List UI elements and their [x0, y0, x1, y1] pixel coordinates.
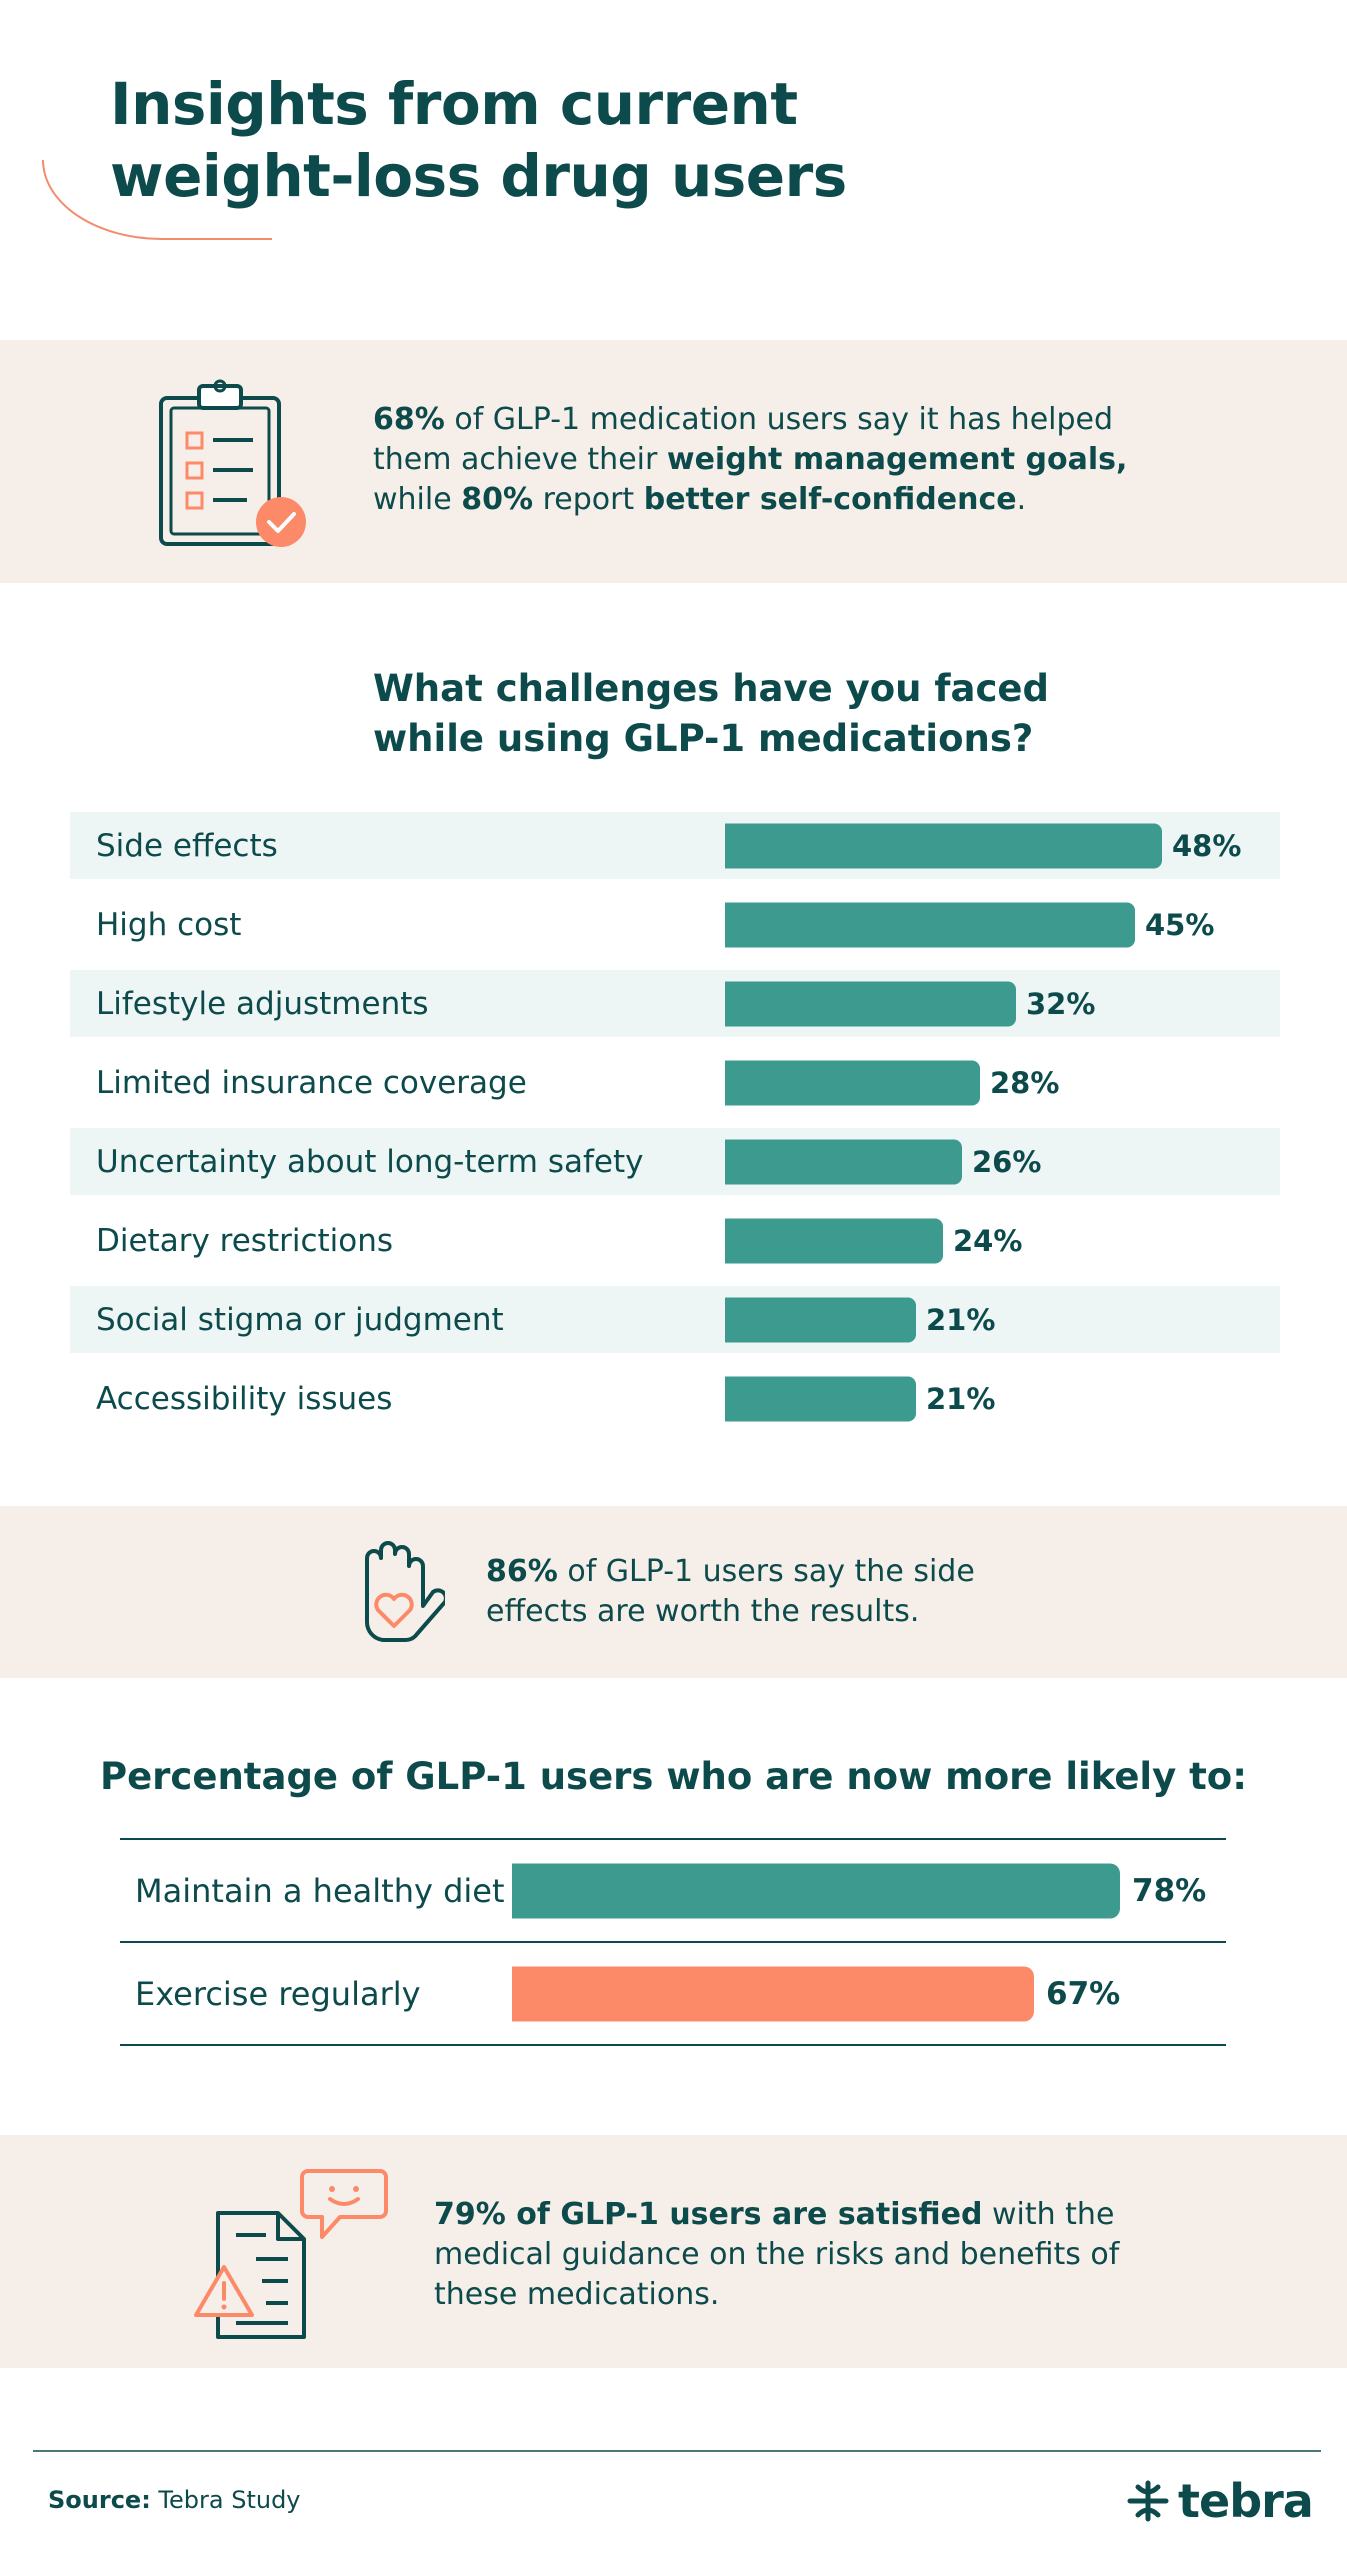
stat-goals-text: 68% of GLP-1 medication users say it has…	[373, 402, 1128, 517]
chart-row: Maintain a healthy diet 78%	[120, 1840, 1226, 1941]
chart-row: High cost 45%	[70, 885, 1280, 964]
bar	[725, 1139, 962, 1184]
category-label: High cost	[96, 906, 242, 943]
chart-row: Side effects 48%	[70, 812, 1280, 879]
header: Insights from current weight-loss drug u…	[0, 0, 1347, 290]
bar	[725, 1218, 943, 1263]
data-label: 48%	[1172, 828, 1242, 863]
chart-challenges: Side effects 48% High cost 45% Lifestyle adj…	[70, 806, 1280, 1438]
category-label: Social stigma or judgment	[96, 1301, 504, 1338]
stat-guidance-text: 79% of GLP-1 users are satisfied with th…	[434, 2197, 1120, 2312]
bar	[725, 981, 1016, 1026]
data-label: 21%	[926, 1381, 996, 1416]
data-label: 45%	[1145, 907, 1215, 942]
bar	[725, 1297, 916, 1342]
brand-name: tebra	[1178, 2474, 1314, 2528]
page-title: Insights from current weight-loss drug u…	[110, 70, 847, 210]
footer-divider	[33, 2450, 1321, 2452]
chart-row: Dietary restrictions 24%	[70, 1201, 1280, 1280]
chart-behaviors-title: Percentage of GLP-1 users who are now mo…	[99, 1755, 1248, 1798]
source-citation: Source: Tebra Study	[48, 2486, 301, 2514]
stat-band-goals: 68% of GLP-1 medication users say it has…	[0, 340, 1347, 583]
data-label: 21%	[926, 1302, 996, 1337]
category-label: Dietary restrictions	[96, 1222, 394, 1259]
clipboard-checklist-icon	[159, 379, 306, 547]
bar	[512, 1966, 1034, 2021]
chart-behaviors: Maintain a healthy diet 78% Exercise regul…	[120, 1838, 1226, 2046]
category-label: Limited insurance coverage	[96, 1064, 527, 1101]
category-label: Exercise regularly	[135, 1974, 421, 2013]
data-label: 28%	[990, 1065, 1060, 1100]
brand-logo: tebra	[1126, 2474, 1314, 2528]
bar	[725, 1376, 916, 1421]
bar	[512, 1863, 1120, 1918]
chart-row: Social stigma or judgment 21%	[70, 1286, 1280, 1353]
document-warning-icon	[194, 2211, 306, 2339]
chart-row: Accessibility issues 21%	[70, 1359, 1280, 1438]
category-label: Accessibility issues	[96, 1380, 393, 1417]
chart-row: Limited insurance coverage 28%	[70, 1043, 1280, 1122]
chart-row: Uncertainty about long-term safety 26%	[70, 1128, 1280, 1195]
bar	[725, 1060, 980, 1105]
stat-band-side-effects: 86% of GLP-1 users say the side effects …	[0, 1506, 1347, 1678]
stat-band-guidance: 79% of GLP-1 users are satisfied with th…	[0, 2135, 1347, 2368]
bar	[725, 823, 1162, 868]
tebra-logo-icon	[1127, 2480, 1169, 2522]
chart-challenges-title: What challenges have you faced while usi…	[373, 667, 1049, 760]
data-label: 78%	[1132, 1872, 1207, 1909]
hand-heart-icon	[364, 1541, 445, 1642]
chat-smile-icon	[300, 2169, 388, 2239]
category-label: Maintain a healthy diet	[135, 1871, 505, 1910]
stat-side-effects-text: 86% of GLP-1 users say the side effects …	[486, 1554, 975, 1629]
category-label: Lifestyle adjustments	[96, 985, 429, 1022]
chart-rule	[120, 1941, 1226, 1943]
data-label: 26%	[972, 1144, 1042, 1179]
category-label: Side effects	[96, 827, 278, 864]
data-label: 24%	[953, 1223, 1023, 1258]
chart-row: Exercise regularly 67%	[120, 1943, 1226, 2044]
category-label: Uncertainty about long-term safety	[96, 1143, 644, 1180]
data-label: 32%	[1026, 986, 1096, 1021]
chart-rule	[120, 2044, 1226, 2046]
chart-row: Lifestyle adjustments 32%	[70, 970, 1280, 1037]
bar	[725, 902, 1135, 947]
chart-rule	[120, 1838, 1226, 1840]
data-label: 67%	[1046, 1975, 1121, 2012]
